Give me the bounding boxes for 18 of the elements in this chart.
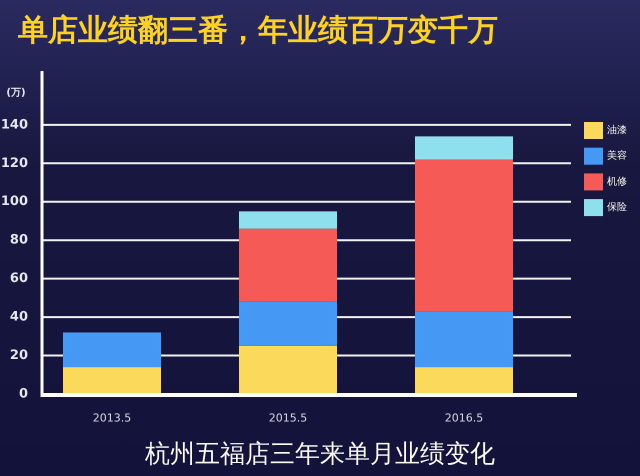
caption: 杭州五福店三年来单月业绩变化 [145,439,495,468]
ytick-label: 120 [0,156,28,171]
xtick-label: 2015.5 [268,412,308,424]
ytick-label: 60 [10,271,28,286]
title: 单店业绩翻三番，年业绩百万变千万 [18,13,498,48]
legend-label: 油漆 [607,125,627,136]
xtick-label: 2016.5 [444,412,484,424]
ytick-label: 40 [10,310,28,325]
legend-label: 保险 [607,202,627,214]
xtick-label: 2013.5 [92,412,132,424]
ytick-label: 100 [0,194,28,210]
ytick-label: 0 [18,386,28,402]
ytick-label: 20 [10,348,28,364]
ytick-label: 140 [0,117,28,132]
ytick-label: 80 [10,232,28,248]
legend-label: 机修 [607,176,627,188]
ylabel: (万) [6,88,26,98]
legend-label: 美容 [607,150,627,162]
